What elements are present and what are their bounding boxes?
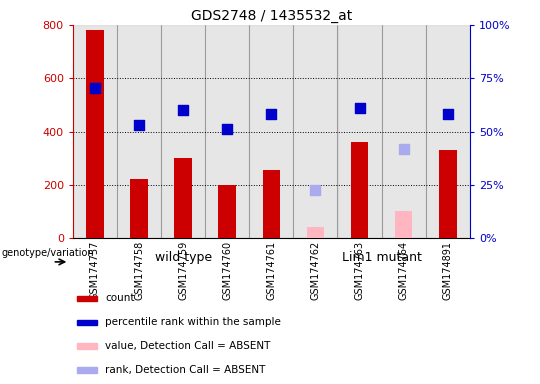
Text: Lim1 mutant: Lim1 mutant — [342, 251, 422, 264]
Bar — [307, 227, 324, 238]
Bar — [338, 25, 382, 238]
Bar — [161, 25, 205, 238]
Text: percentile rank within the sample: percentile rank within the sample — [105, 317, 281, 327]
Bar — [249, 25, 293, 238]
Point — [399, 146, 408, 152]
Text: value, Detection Call = ABSENT: value, Detection Call = ABSENT — [105, 341, 271, 351]
Point — [223, 126, 232, 132]
Bar — [77, 343, 97, 349]
Point — [179, 107, 187, 113]
Point — [91, 84, 99, 91]
Bar — [130, 179, 148, 238]
Bar — [262, 170, 280, 238]
Bar — [382, 25, 426, 238]
Text: wild type: wild type — [154, 251, 212, 264]
Point — [311, 187, 320, 193]
Text: count: count — [105, 293, 135, 303]
Bar — [86, 30, 104, 238]
Bar — [117, 25, 161, 238]
Point — [355, 104, 364, 111]
Text: rank, Detection Call = ABSENT: rank, Detection Call = ABSENT — [105, 365, 266, 375]
Bar — [77, 296, 97, 301]
Bar — [351, 142, 368, 238]
Bar — [395, 212, 413, 238]
Point — [135, 122, 144, 128]
Bar — [77, 367, 97, 373]
Bar — [205, 25, 249, 238]
Bar — [439, 150, 456, 238]
Bar — [426, 25, 470, 238]
Bar — [73, 25, 117, 238]
Point — [267, 111, 275, 117]
Bar — [174, 158, 192, 238]
Bar — [77, 319, 97, 325]
Title: GDS2748 / 1435532_at: GDS2748 / 1435532_at — [191, 8, 352, 23]
Bar — [218, 185, 236, 238]
Bar — [293, 25, 338, 238]
Text: genotype/variation: genotype/variation — [2, 248, 94, 258]
Point — [443, 111, 452, 117]
